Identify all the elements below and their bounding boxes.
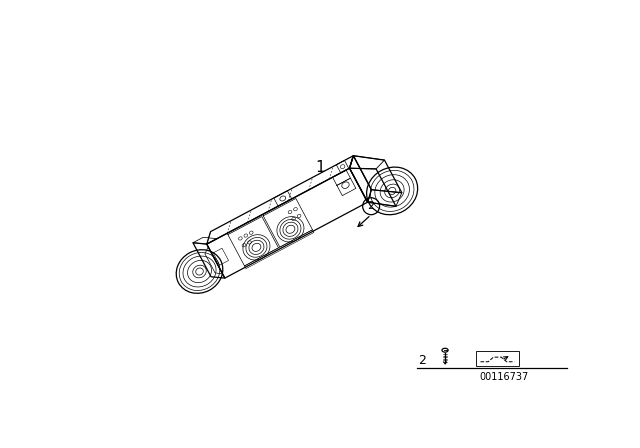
Text: 2: 2 [367, 201, 374, 211]
Bar [476, 351, 519, 366]
Text: 1: 1 [316, 160, 325, 175]
Text: 00116737: 00116737 [479, 372, 528, 382]
Text: 2: 2 [418, 354, 426, 367]
